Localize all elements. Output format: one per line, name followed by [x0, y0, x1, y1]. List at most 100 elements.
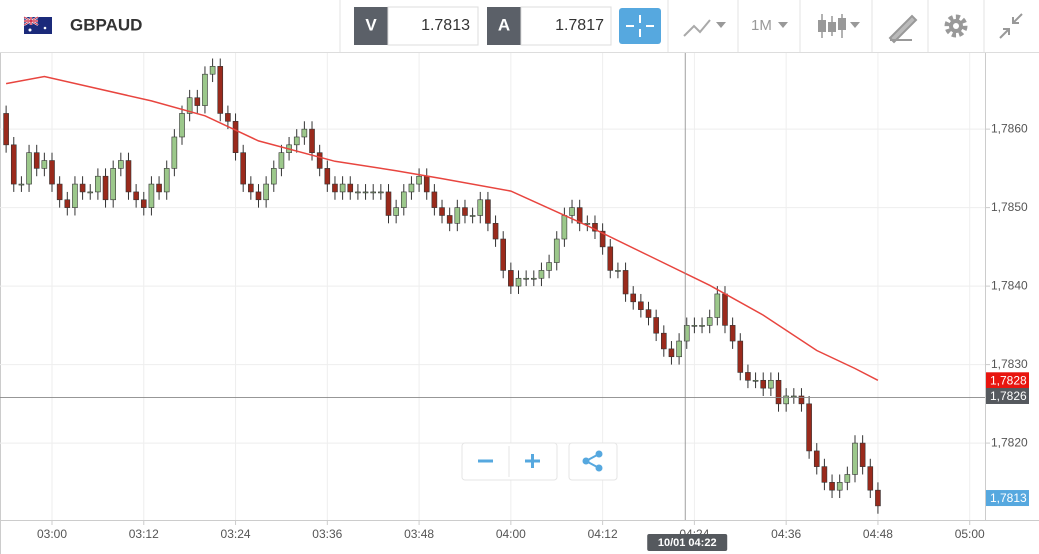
candle-body: [821, 466, 828, 483]
candle-body: [668, 348, 675, 358]
candle-body: [485, 199, 491, 224]
candle-body: [576, 207, 583, 224]
candle-body: [64, 199, 71, 208]
candle-body: [26, 152, 32, 185]
candle-body: [133, 191, 139, 201]
x-tick-label: 03:48: [404, 527, 434, 541]
candle-body: [140, 199, 147, 208]
moving-average: [5, 75, 879, 381]
candle-body: [225, 113, 231, 122]
candle-body: [3, 113, 9, 146]
candle-body: [691, 325, 698, 327]
candle-body: [454, 207, 461, 224]
flag: [23, 16, 52, 34]
candle-body: [737, 340, 744, 373]
timeframe[interactable]: 1M: [751, 17, 772, 34]
candle-body: [370, 191, 376, 194]
candle-body: [110, 168, 116, 201]
candle-body: [41, 160, 48, 169]
candle-body: [714, 293, 721, 318]
zoom-in-button[interactable]: [525, 454, 540, 468]
candle-body: [56, 183, 63, 201]
settings-button[interactable]: [944, 14, 968, 38]
candle-body: [813, 450, 820, 467]
candle-body: [248, 183, 254, 193]
candle-body: [156, 183, 162, 193]
share-button[interactable]: [582, 450, 603, 472]
x-tick-label: 04:12: [588, 527, 618, 541]
candle-body: [95, 175, 101, 193]
x-tick-label: 03:24: [221, 527, 251, 541]
x-tick-label: 03:12: [129, 527, 159, 541]
candle-body: [561, 215, 568, 240]
candle-body: [745, 372, 751, 381]
ask-label: A: [498, 15, 510, 34]
candle-body: [592, 223, 598, 232]
candle-body: [546, 262, 552, 271]
candle-body: [653, 317, 659, 334]
candle-body: [729, 325, 736, 342]
candle-body: [118, 160, 124, 169]
candle-body: [431, 191, 438, 208]
candle-body: [240, 152, 246, 185]
candle-body: [339, 183, 346, 193]
candle-body: [439, 207, 445, 216]
candle-body: [148, 183, 155, 208]
price-badge: [986, 387, 1029, 404]
x-tick-label: 04:36: [771, 527, 801, 541]
candle-body: [408, 183, 415, 193]
ask-button[interactable]: [487, 7, 521, 45]
candle-body: [10, 144, 17, 185]
candle-body: [599, 230, 606, 248]
candle-body: [163, 168, 170, 193]
bid-price: 1.7813: [421, 17, 470, 34]
symbol: GBPAUD: [70, 15, 142, 34]
candle-body: [293, 136, 300, 146]
candle-body: [316, 152, 323, 169]
candle-body: [72, 183, 78, 208]
price-badge-label: 1,7826: [990, 389, 1027, 403]
candle-body: [332, 183, 338, 193]
y-tick-label: 1,7830: [991, 357, 1028, 371]
candle-body: [255, 191, 262, 201]
candle-body: [829, 482, 835, 491]
candle-body: [859, 442, 866, 467]
candle-body: [79, 183, 86, 193]
candle-body: [630, 293, 637, 303]
candle-body: [217, 66, 224, 114]
candle-body: [768, 379, 774, 389]
candle-body: [400, 191, 407, 208]
crosshair-icon: [626, 15, 654, 37]
candle-body: [362, 191, 369, 194]
collapse-button[interactable]: [999, 13, 1023, 39]
candle-style-button[interactable]: [818, 14, 860, 38]
timeframe-caret: [778, 22, 788, 28]
crosshair-time-badge: [647, 534, 728, 551]
chart-type-button[interactable]: [683, 19, 726, 37]
candle-body: [752, 379, 759, 382]
candle-body: [622, 270, 629, 295]
candle-body: [760, 379, 767, 389]
y-tick-label: 1,7850: [991, 200, 1028, 214]
candle-body: [278, 152, 285, 169]
candle-body: [194, 97, 201, 106]
candle-body: [867, 466, 874, 491]
bid-button[interactable]: [354, 7, 388, 45]
draw-tool-button[interactable]: [888, 14, 918, 44]
candle-body: [775, 379, 782, 405]
candle-body: [607, 246, 614, 271]
candle-body: [309, 128, 315, 153]
crosshair-button[interactable]: [619, 8, 661, 44]
candle-body: [569, 207, 575, 216]
candle-body: [186, 97, 193, 114]
candle-body: [232, 120, 239, 153]
candle-body: [18, 183, 25, 186]
candle-body: [798, 395, 805, 405]
candle-body: [676, 340, 682, 358]
candle-body: [33, 152, 40, 169]
candle-body: [836, 482, 843, 491]
price-badge-label: 1,7828: [990, 373, 1027, 387]
candle-body: [209, 66, 216, 75]
candle-body: [661, 332, 667, 350]
candle-body: [423, 175, 430, 193]
